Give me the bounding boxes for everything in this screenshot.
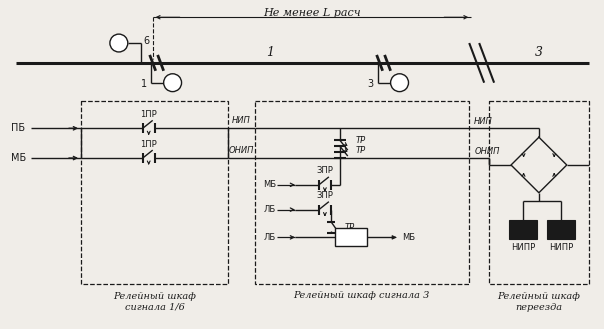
Text: ЗПР: ЗПР (316, 166, 333, 175)
Text: МБ: МБ (402, 233, 416, 242)
Circle shape (164, 74, 182, 91)
Circle shape (110, 34, 128, 52)
Text: НИП: НИП (232, 116, 251, 125)
Text: Релейный шкаф
сигнала 1/6: Релейный шкаф сигнала 1/6 (113, 292, 196, 312)
Bar (255, 101, 469, 284)
Text: ТР: ТР (356, 136, 366, 145)
Text: НИПР: НИПР (511, 243, 535, 252)
Text: 3: 3 (535, 46, 543, 60)
Text: ПБ: ПБ (11, 123, 25, 133)
Text: ЛБ: ЛБ (263, 233, 275, 242)
Text: ТР: ТР (356, 146, 366, 155)
Bar (547, 219, 575, 240)
Circle shape (391, 74, 408, 91)
Text: 3: 3 (368, 79, 374, 89)
Text: 1ПР: 1ПР (140, 110, 157, 119)
Bar (509, 219, 537, 240)
Text: 6: 6 (144, 36, 150, 46)
Text: 1: 1 (141, 79, 147, 89)
Text: 1ПР: 1ПР (140, 140, 157, 149)
Text: ЛБ: ЛБ (263, 205, 275, 214)
Bar (81, 101, 228, 284)
Text: ОНИП: ОНИП (474, 147, 500, 156)
Text: МБ: МБ (11, 153, 27, 163)
Text: Не менее L расч: Не менее L расч (263, 8, 361, 18)
Text: НИПР: НИПР (548, 243, 573, 252)
Bar (335, 228, 367, 246)
Text: НИП: НИП (474, 117, 493, 126)
Text: ОНИП: ОНИП (228, 146, 254, 155)
Text: 1: 1 (266, 46, 274, 60)
Text: МБ: МБ (263, 180, 276, 189)
Text: ЗПР: ЗПР (316, 191, 333, 200)
Text: Релейный шкаф
переезда: Релейный шкаф переезда (498, 292, 580, 312)
Text: Релейный шкаф сигнала 3: Релейный шкаф сигнала 3 (294, 291, 430, 300)
Bar (489, 101, 589, 284)
Text: ТР: ТР (345, 223, 355, 232)
